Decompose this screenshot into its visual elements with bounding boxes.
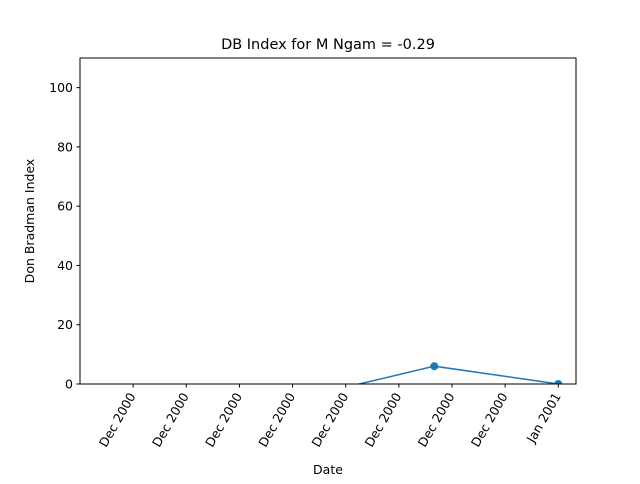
- x-tick-label: Dec 2000: [96, 390, 139, 449]
- x-tick-label: Jan 2001: [523, 390, 564, 446]
- data-point: [430, 362, 439, 371]
- y-axis-ticks: 0 20 40 60 80 100: [49, 80, 80, 392]
- data-point: [554, 380, 563, 384]
- y-tick-label: 0: [65, 377, 73, 392]
- series-layer: [355, 362, 563, 384]
- x-tick-label: Dec 2000: [202, 390, 245, 449]
- x-tick-label: Dec 2000: [149, 390, 192, 449]
- x-tick-label: Dec 2000: [468, 390, 511, 449]
- x-tick-label: Dec 2000: [255, 390, 298, 449]
- x-axis-label: Date: [313, 462, 343, 477]
- series-line: [355, 365, 559, 384]
- y-tick-label: 60: [57, 199, 73, 214]
- y-tick-label: 100: [49, 80, 73, 95]
- y-tick-label: 80: [57, 139, 73, 154]
- y-tick-label: 20: [57, 317, 73, 332]
- chart-title: DB Index for M Ngam = -0.29: [221, 37, 435, 53]
- x-tick-label: Dec 2000: [361, 390, 404, 449]
- x-tick-label: Dec 2000: [308, 390, 351, 449]
- x-axis-ticks: Dec 2000 Dec 2000 Dec 2000 Dec 2000 Dec 2000…: [96, 384, 564, 449]
- x-tick-label: Dec 2000: [415, 390, 458, 449]
- plot-frame: [79, 57, 577, 385]
- y-axis-label: Don Bradman Index: [22, 159, 37, 284]
- y-tick-label: 40: [57, 258, 73, 273]
